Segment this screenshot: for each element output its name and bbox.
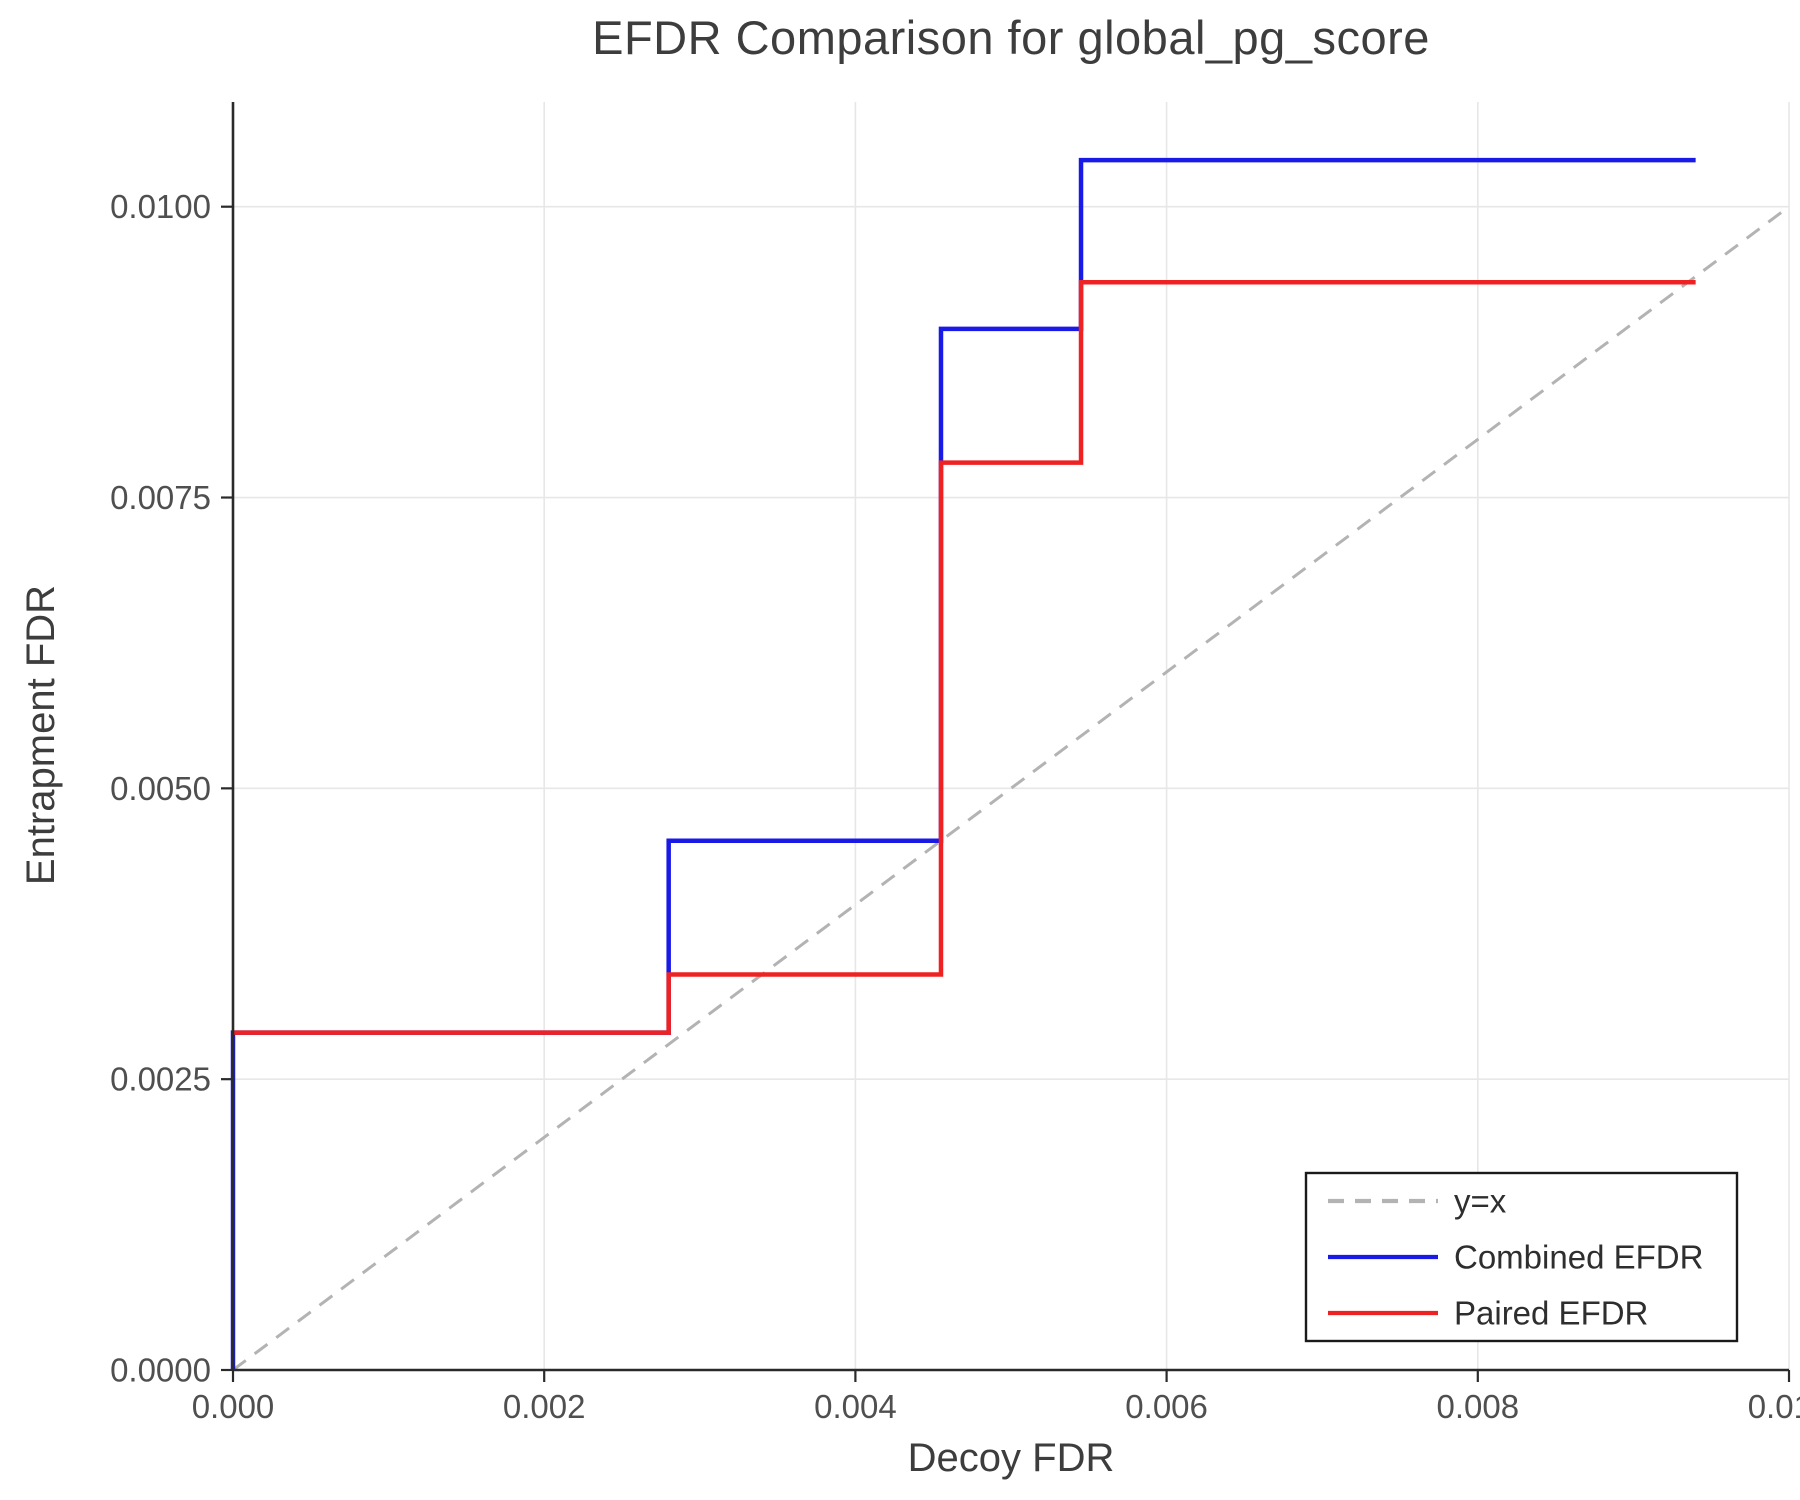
y-tick-label: 0.0050 xyxy=(110,770,211,807)
legend-entry-label: Paired EFDR xyxy=(1454,1295,1648,1332)
x-tick-label: 0.002 xyxy=(503,1388,586,1425)
legend-entry-label: Combined EFDR xyxy=(1454,1239,1703,1276)
x-tick-label: 0.010 xyxy=(1748,1388,1800,1425)
x-axis-label: Decoy FDR xyxy=(907,1436,1115,1480)
y-tick-label: 0.0100 xyxy=(110,188,211,225)
series-line-paired-efdr xyxy=(233,280,1696,1035)
legend-entry-label: y=x xyxy=(1454,1183,1507,1220)
y-tick-label: 0.0000 xyxy=(110,1352,211,1389)
chart-title: EFDR Comparison for global_pg_score xyxy=(592,11,1430,64)
y-tick-label: 0.0025 xyxy=(110,1061,211,1098)
y-tick-label: 0.0075 xyxy=(110,479,211,516)
x-tick-label: 0.000 xyxy=(192,1388,275,1425)
x-tick-label: 0.006 xyxy=(1125,1388,1208,1425)
y-axis-label: Entrapment FDR xyxy=(19,584,63,886)
x-tick-label: 0.008 xyxy=(1437,1388,1520,1425)
x-tick-label: 0.004 xyxy=(814,1388,897,1425)
